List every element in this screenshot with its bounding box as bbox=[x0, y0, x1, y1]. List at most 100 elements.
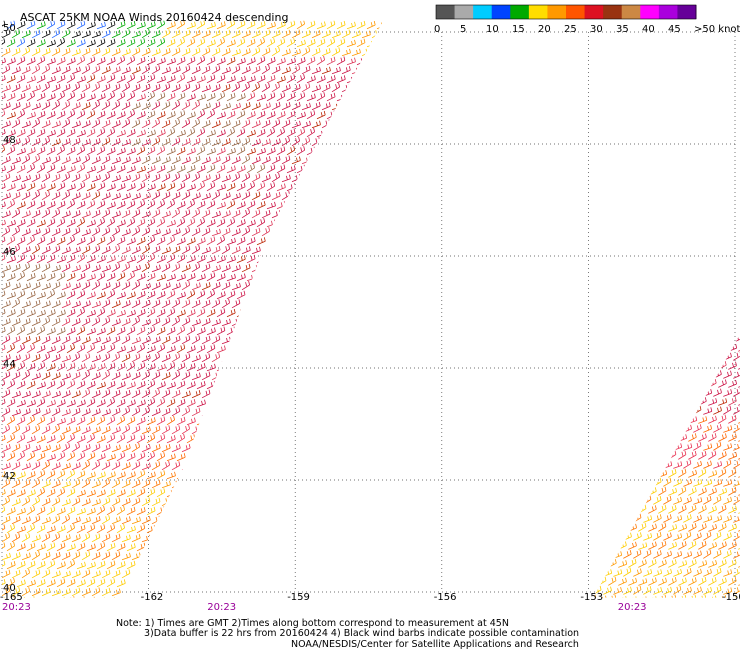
wind-barb bbox=[66, 380, 76, 390]
wind-barb bbox=[618, 523, 627, 532]
wind-barb bbox=[71, 210, 81, 219]
wind-barb bbox=[371, 66, 381, 75]
wind-barb bbox=[366, 506, 376, 516]
wind-barb bbox=[6, 398, 16, 408]
lat-tick-label: 48 bbox=[3, 135, 16, 146]
wind-barb bbox=[236, 507, 246, 516]
wind-barb bbox=[2, 462, 11, 471]
wind-barb bbox=[146, 451, 155, 462]
wind-barb bbox=[31, 372, 41, 381]
wind-barb bbox=[66, 327, 76, 336]
wind-barb bbox=[287, 4, 295, 11]
wind-barb bbox=[231, 372, 241, 381]
wind-barb bbox=[291, 407, 301, 417]
wind-barb bbox=[346, 596, 356, 598]
wind-barb bbox=[56, 182, 66, 192]
wind-barb bbox=[703, 479, 713, 487]
wind-barb bbox=[256, 380, 266, 390]
wind-barb bbox=[658, 522, 667, 532]
wind-barb bbox=[261, 444, 271, 453]
wind-barb bbox=[91, 461, 101, 471]
wind-barb bbox=[91, 372, 101, 381]
wind-barb bbox=[663, 550, 672, 559]
wind-barb bbox=[653, 460, 662, 469]
wind-barb bbox=[51, 515, 61, 525]
wind-barb bbox=[121, 174, 131, 183]
wind-barb bbox=[296, 434, 306, 444]
wind-barb bbox=[61, 514, 70, 525]
wind-barb bbox=[718, 541, 727, 550]
wind-barb bbox=[387, 219, 395, 227]
wind-barb bbox=[356, 524, 366, 534]
wind-barb bbox=[316, 579, 326, 588]
wind-barb bbox=[86, 39, 96, 48]
wind-barb bbox=[51, 155, 61, 165]
wind-barb bbox=[31, 209, 41, 219]
wind-barb bbox=[276, 399, 286, 408]
wind-barb bbox=[196, 488, 206, 498]
wind-barb bbox=[341, 406, 350, 417]
wind-barb bbox=[166, 326, 176, 336]
wind-barb bbox=[593, 450, 597, 460]
wind-barb bbox=[371, 516, 381, 525]
wind-barb bbox=[256, 596, 266, 598]
wind-barb bbox=[703, 586, 712, 595]
wind-barb bbox=[693, 497, 703, 505]
wind-barb bbox=[51, 372, 61, 381]
wind-barb bbox=[141, 138, 151, 147]
wind-barb bbox=[131, 30, 141, 39]
wind-barb bbox=[361, 317, 371, 327]
wind-barb bbox=[663, 316, 671, 324]
wind-barb bbox=[51, 191, 61, 201]
wind-barb bbox=[2, 335, 11, 345]
wind-barb bbox=[366, 399, 376, 408]
wind-barb bbox=[196, 579, 206, 588]
wind-barb bbox=[688, 379, 697, 388]
wind-barb bbox=[11, 29, 21, 39]
wind-barb bbox=[231, 282, 241, 291]
wind-barb bbox=[196, 344, 206, 354]
wind-barb bbox=[146, 363, 156, 372]
wind-barb bbox=[121, 281, 131, 291]
wind-barb bbox=[628, 577, 637, 586]
wind-barb bbox=[196, 363, 206, 372]
wind-barb bbox=[2, 354, 11, 363]
wind-barb bbox=[316, 362, 326, 372]
wind-barb bbox=[366, 165, 376, 174]
wind-barb bbox=[316, 417, 326, 426]
wind-barb bbox=[206, 470, 216, 480]
wind-barb bbox=[11, 102, 21, 111]
wind-barb bbox=[673, 461, 683, 469]
wind-barb bbox=[628, 541, 637, 550]
wind-barb bbox=[166, 199, 175, 210]
wind-barb bbox=[246, 200, 256, 210]
wind-barb bbox=[111, 551, 121, 561]
wind-barb bbox=[47, 598, 56, 605]
wind-barb bbox=[241, 533, 251, 543]
wind-barb bbox=[2, 145, 5, 156]
wind-barb bbox=[216, 543, 226, 552]
wind-barb bbox=[196, 541, 205, 552]
wind-barb bbox=[256, 488, 266, 498]
wind-barb bbox=[56, 452, 66, 462]
wind-barb bbox=[638, 468, 647, 478]
wind-barb bbox=[76, 452, 86, 462]
wind-barb bbox=[11, 335, 21, 345]
wind-barb bbox=[56, 327, 66, 336]
wind-barb bbox=[256, 110, 266, 120]
wind-barb bbox=[306, 542, 316, 552]
wind-barb bbox=[36, 506, 46, 516]
wind-barb bbox=[276, 471, 286, 480]
wind-barb bbox=[366, 74, 376, 84]
wind-barb bbox=[392, 516, 400, 523]
wind-barb bbox=[26, 57, 36, 66]
wind-barb bbox=[216, 57, 226, 66]
wind-barb bbox=[176, 560, 186, 570]
wind-barb bbox=[698, 560, 708, 568]
wind-barb bbox=[261, 244, 270, 255]
wind-barb bbox=[341, 444, 351, 453]
wind-barb bbox=[678, 396, 687, 406]
wind-barb bbox=[351, 390, 361, 399]
wind-barb bbox=[186, 38, 196, 48]
wind-barb bbox=[6, 561, 16, 570]
